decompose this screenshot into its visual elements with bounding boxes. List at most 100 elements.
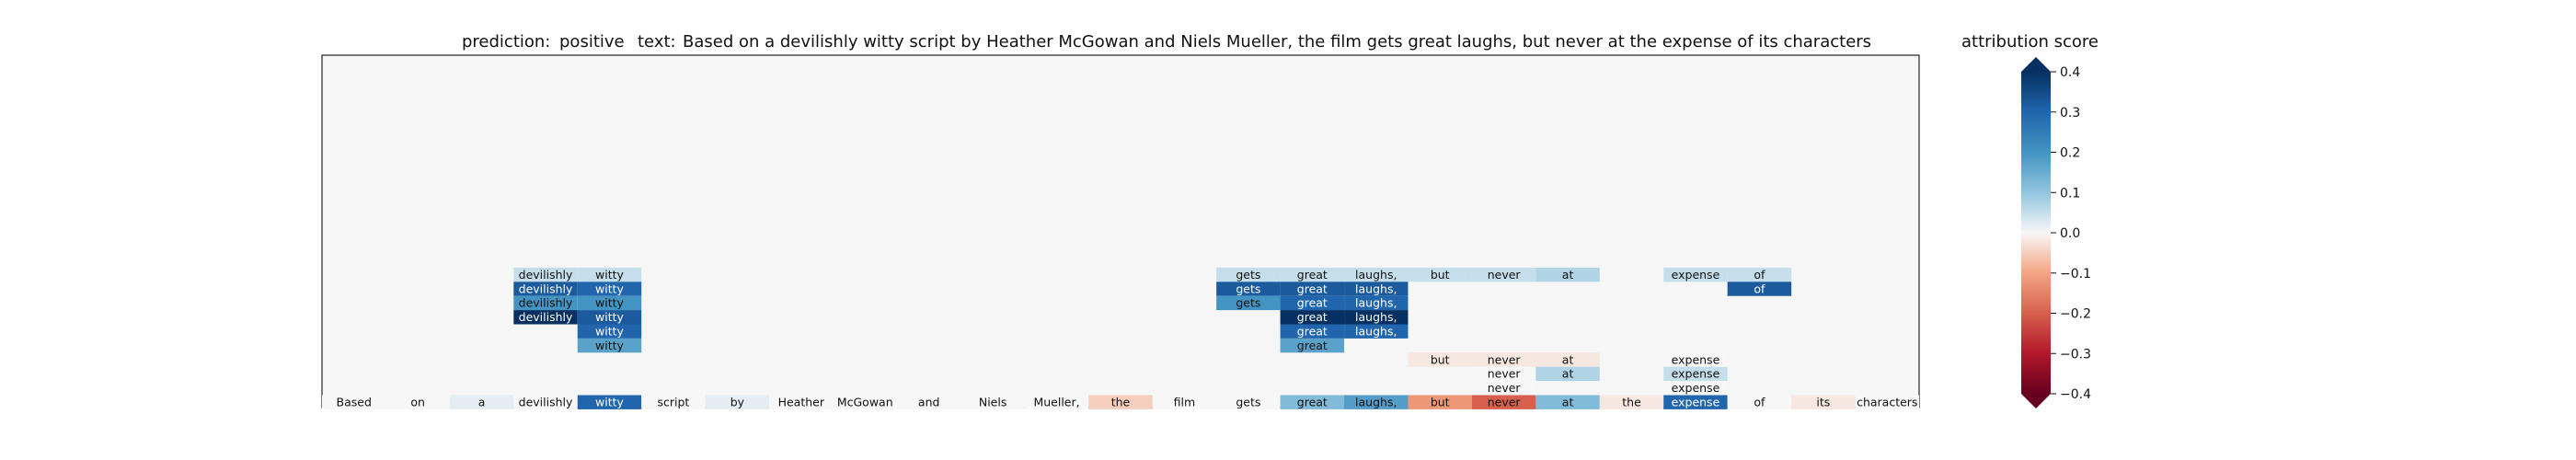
heatmap-row3-expense-label: expense bbox=[1672, 352, 1720, 366]
heatmap-row9-of-label: of bbox=[1754, 268, 1765, 282]
heatmap-row9-but-cell bbox=[1408, 267, 1472, 282]
token-film-13-label: film bbox=[1174, 396, 1196, 409]
heatmap-row9-expense-label: expense bbox=[1672, 268, 1720, 282]
heatmap-row7-gets-cell bbox=[1216, 295, 1281, 311]
token-the-12-cell bbox=[1088, 395, 1153, 409]
token-and-9-cell bbox=[896, 395, 961, 409]
heatmap-row8-of-cell bbox=[1727, 282, 1792, 296]
token-expense-21-cell bbox=[1663, 395, 1728, 409]
heatmap-row7-laughs-cell bbox=[1344, 295, 1409, 311]
heatmap-row2-expense-cell bbox=[1663, 366, 1728, 382]
prediction-value: positive bbox=[559, 32, 625, 52]
heatmap-row2-at-label: at bbox=[1562, 367, 1574, 381]
token-heather-7-cell bbox=[769, 395, 834, 409]
heatmap-row5-witty-label: witty bbox=[595, 325, 624, 339]
heatmap-row6-great-cell bbox=[1280, 310, 1345, 325]
heatmap-row7-devilishly-cell bbox=[513, 295, 578, 311]
heatmap-row8-witty-label: witty bbox=[595, 282, 624, 295]
token-script-5-cell bbox=[641, 395, 706, 409]
heatmap-row7-witty-cell bbox=[577, 295, 642, 311]
token-by-6-cell bbox=[705, 395, 770, 409]
heatmap-row9-expense-cell bbox=[1663, 267, 1728, 282]
text-label: text: bbox=[638, 32, 676, 52]
token-characters-24-cell bbox=[1855, 395, 1919, 409]
token-based-0-label: Based bbox=[337, 396, 372, 409]
heatmap-row6-witty-cell bbox=[577, 310, 642, 325]
token-script-5-label: script bbox=[657, 396, 689, 409]
token-the-12-label: the bbox=[1111, 396, 1131, 409]
token-mueller-11-label: Mueller, bbox=[1033, 396, 1079, 409]
heatmap-row8-of-label: of bbox=[1754, 282, 1765, 295]
heatmap-cells: devilishly witty gets great laughs, but never a… bbox=[513, 267, 1792, 396]
heatmap-row8-gets-label: gets bbox=[1236, 282, 1260, 295]
heatmap-row9-devilishly-label: devilishly bbox=[519, 268, 573, 282]
heatmap-row4-witty-cell bbox=[577, 338, 642, 353]
colorbar-extend-top bbox=[2021, 57, 2051, 72]
token-devilishly-3-cell bbox=[513, 395, 578, 409]
heatmap-row2-never-label: never bbox=[1488, 367, 1522, 381]
token-great-15-cell bbox=[1280, 395, 1345, 409]
heatmap-row9-gets-label: gets bbox=[1236, 268, 1260, 282]
token-expense-21-label: expense bbox=[1672, 396, 1720, 409]
heatmap-row9-laughs-cell bbox=[1344, 267, 1409, 282]
heatmap-row8-devilishly-label: devilishly bbox=[519, 282, 573, 295]
heatmap-row9-gets-cell bbox=[1216, 267, 1281, 282]
heatmap-row7-witty-label: witty bbox=[595, 296, 624, 310]
token-a-2-label: a bbox=[478, 396, 486, 409]
heatmap-row3-but-cell bbox=[1408, 352, 1472, 367]
token-mcgowan-8-cell bbox=[833, 395, 897, 409]
heatmap-row9-never-cell bbox=[1471, 267, 1536, 282]
heatmap-row5-laughs-cell bbox=[1344, 324, 1409, 339]
heatmap-row9-great-cell bbox=[1280, 267, 1345, 282]
heatmap-row9-witty-cell bbox=[577, 267, 642, 282]
heatmap-row9-never-label: never bbox=[1488, 268, 1522, 282]
colorbar-tick-label: 0.1 bbox=[2060, 186, 2080, 201]
token-row: Based on a devilishly witty script by Heather Mc… bbox=[322, 395, 1919, 409]
heatmap-row6-witty-label: witty bbox=[595, 310, 624, 324]
token-by-6-label: by bbox=[730, 396, 745, 409]
token-but-17-label: but bbox=[1431, 396, 1450, 409]
token-but-17-cell bbox=[1408, 395, 1472, 409]
token-mcgowan-8-label: McGowan bbox=[837, 396, 893, 409]
token-on-1-label: on bbox=[410, 396, 425, 409]
heatmap-row1-never-cell bbox=[1471, 381, 1536, 396]
colorbar-gradient bbox=[2021, 72, 2051, 394]
heatmap-row6-laughs-label: laughs, bbox=[1355, 310, 1397, 324]
heatmap-row8-great-cell bbox=[1280, 282, 1345, 296]
heatmap-row8-gets-cell bbox=[1216, 282, 1281, 296]
token-and-9-label: and bbox=[918, 396, 940, 409]
token-at-19-cell bbox=[1535, 395, 1600, 409]
heatmap-row9-witty-label: witty bbox=[595, 268, 624, 282]
heatmap-row8-devilishly-cell bbox=[513, 282, 578, 296]
colorbar-extend-bottom bbox=[2021, 394, 2051, 408]
heatmap-row3-at-label: at bbox=[1562, 352, 1574, 366]
heatmap-row9-of-cell bbox=[1727, 267, 1792, 282]
token-laughs-16-label: laughs, bbox=[1355, 396, 1397, 409]
heatmap-row9-at-cell bbox=[1535, 267, 1600, 282]
heatmap-row9-but-label: but bbox=[1431, 268, 1450, 282]
heatmap-row4-great-label: great bbox=[1297, 339, 1328, 352]
heatmap-row5-laughs-label: laughs, bbox=[1355, 325, 1397, 339]
token-on-1-cell bbox=[385, 395, 450, 409]
token-based-0-cell bbox=[322, 395, 386, 409]
heatmap-row3-but-label: but bbox=[1431, 352, 1450, 366]
heatmap-row1-expense-cell bbox=[1663, 381, 1728, 396]
prediction-label: prediction: bbox=[462, 32, 550, 52]
token-niels-10-cell bbox=[960, 395, 1025, 409]
token-heather-7-label: Heather bbox=[778, 396, 825, 409]
heatmap-row3-at-cell bbox=[1535, 352, 1600, 367]
token-its-23-cell bbox=[1791, 395, 1856, 409]
heatmap-row6-devilishly-cell bbox=[513, 310, 578, 325]
colorbar-tick-label: −0.1 bbox=[2060, 267, 2091, 282]
token-never-18-label: never bbox=[1488, 396, 1522, 409]
token-the-20-label: the bbox=[1622, 396, 1641, 409]
heatmap-row1-expense-label: expense bbox=[1672, 381, 1720, 395]
token-laughs-16-cell bbox=[1344, 395, 1409, 409]
token-devilishly-3-label: devilishly bbox=[519, 396, 573, 409]
token-the-20-cell bbox=[1599, 395, 1664, 409]
heatmap-row2-never-cell bbox=[1471, 366, 1536, 382]
colorbar-tick-label: −0.3 bbox=[2060, 347, 2091, 362]
token-witty-4-cell bbox=[577, 395, 642, 409]
heatmap-row9-great-label: great bbox=[1297, 268, 1328, 282]
